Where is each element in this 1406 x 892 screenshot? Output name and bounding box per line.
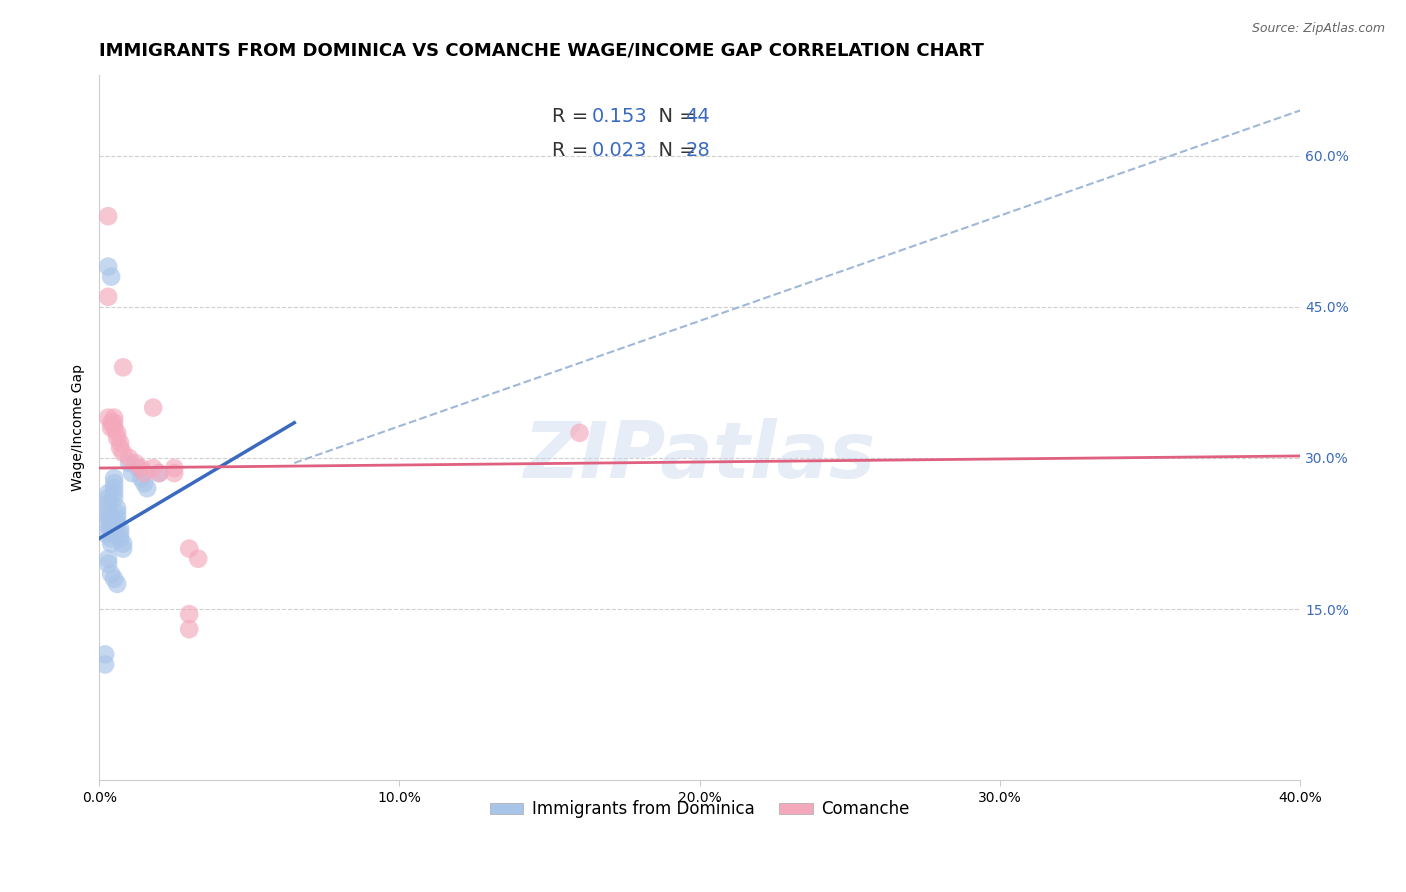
Point (97, 557, 120, 571)
Point (97, 496, 120, 510)
Y-axis label: Wage/Income Gap: Wage/Income Gap (72, 364, 86, 491)
Point (121, 466, 143, 480)
Text: 0.153: 0.153 (592, 107, 647, 126)
Point (103, 410, 125, 425)
Legend: Immigrants from Dominica, Comanche: Immigrants from Dominica, Comanche (484, 794, 915, 825)
Point (97, 209, 120, 223)
Point (108, 526, 131, 541)
Point (105, 511, 128, 525)
Point (100, 526, 122, 541)
Point (112, 446, 135, 460)
Text: ZIPatlas: ZIPatlas (523, 418, 876, 494)
Text: 28: 28 (685, 141, 710, 161)
Point (148, 466, 170, 480)
Point (97, 491, 120, 506)
Point (105, 425, 128, 440)
Point (100, 536, 122, 550)
Point (103, 486, 125, 500)
Point (105, 507, 128, 521)
Point (148, 466, 170, 480)
Point (94, 657, 117, 672)
Point (97, 260, 120, 274)
Point (103, 481, 125, 495)
Point (97, 511, 120, 525)
Point (112, 541, 135, 556)
Text: Source: ZipAtlas.com: Source: ZipAtlas.com (1251, 22, 1385, 36)
Text: N =: N = (645, 141, 702, 161)
Point (97, 501, 120, 516)
Point (118, 450, 141, 465)
Point (103, 471, 125, 485)
Point (108, 521, 131, 535)
Point (100, 516, 122, 531)
Point (100, 421, 122, 435)
Text: R =: R = (553, 107, 595, 126)
Text: N =: N = (645, 107, 702, 126)
Point (179, 541, 201, 556)
Point (94, 648, 117, 662)
Point (163, 466, 186, 480)
Point (100, 521, 122, 535)
Point (94, 526, 117, 541)
Point (100, 511, 122, 525)
Point (127, 461, 149, 475)
Point (187, 551, 209, 566)
Text: 44: 44 (685, 107, 710, 126)
Point (134, 466, 156, 480)
Point (105, 501, 128, 516)
Point (97, 410, 120, 425)
Text: 0.023: 0.023 (592, 141, 647, 161)
Point (568, 425, 591, 440)
Point (105, 431, 128, 445)
Point (142, 461, 165, 475)
Point (108, 441, 131, 455)
Point (179, 622, 201, 636)
Point (163, 461, 186, 475)
Point (103, 476, 125, 491)
Point (136, 481, 159, 495)
Point (100, 532, 122, 546)
Point (103, 572, 125, 586)
Point (97, 486, 120, 500)
Text: R =: R = (553, 141, 595, 161)
Point (100, 566, 122, 581)
Point (108, 435, 131, 450)
Point (129, 461, 152, 475)
Point (179, 607, 201, 621)
Point (129, 471, 152, 485)
Point (103, 416, 125, 430)
Point (100, 269, 122, 284)
Point (97, 290, 120, 304)
Point (97, 551, 120, 566)
Point (134, 476, 156, 491)
Text: IMMIGRANTS FROM DOMINICA VS COMANCHE WAGE/INCOME GAP CORRELATION CHART: IMMIGRANTS FROM DOMINICA VS COMANCHE WAG… (100, 42, 984, 60)
Point (97, 507, 120, 521)
Point (105, 577, 128, 591)
Point (103, 491, 125, 506)
Point (94, 516, 117, 531)
Point (103, 421, 125, 435)
Point (100, 416, 122, 430)
Point (124, 456, 146, 470)
Point (118, 456, 141, 470)
Point (108, 532, 131, 546)
Point (105, 516, 128, 531)
Point (142, 401, 165, 415)
Point (112, 360, 135, 375)
Point (112, 536, 135, 550)
